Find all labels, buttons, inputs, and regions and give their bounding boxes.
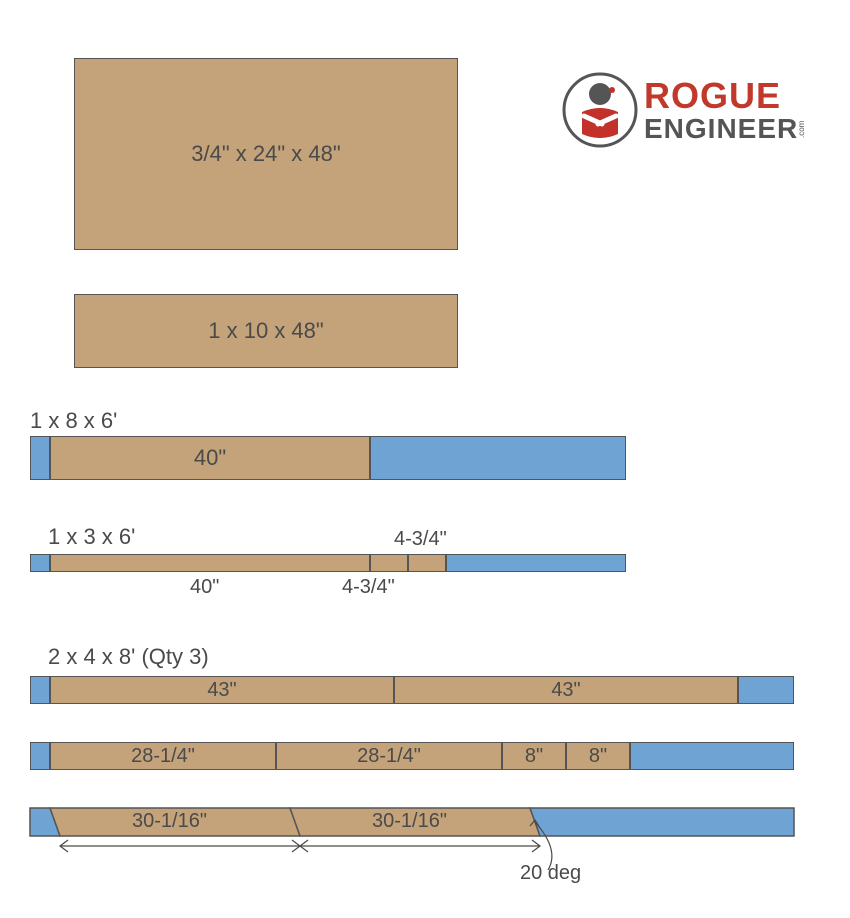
plywood-panel: 3/4" x 24" x 48" — [74, 58, 458, 250]
label-30-left: 30-1/16" — [132, 810, 207, 833]
title-1x3: 1 x 3 x 6' — [48, 524, 135, 550]
seg-1x8-1: 40" — [50, 436, 370, 480]
seg-2x4-r2-5 — [630, 742, 794, 770]
board-1x10-label: 1 x 10 x 48" — [208, 318, 323, 344]
logo-line1: ROGUE — [644, 75, 781, 116]
seg-2x4-r2-2: 28-1/4" — [276, 742, 502, 770]
seg-1x8-0 — [30, 436, 50, 480]
title-2x4: 2 x 4 x 8' (Qty 3) — [48, 644, 209, 670]
seg-2x4-r1-3 — [738, 676, 794, 704]
seg-2x4-r2-1: 28-1/4" — [50, 742, 276, 770]
label-475-top: 4-3/4" — [394, 528, 447, 551]
seg-1x3-4 — [446, 554, 626, 572]
label-475-bot: 4-3/4" — [342, 576, 395, 599]
label-30-right: 30-1/16" — [372, 810, 447, 833]
seg-1x3-2 — [370, 554, 408, 572]
seg-1x8-1-label: 40" — [194, 445, 226, 471]
seg-1x3-3 — [408, 554, 446, 572]
seg-2x4-r2-4: 8" — [566, 742, 630, 770]
title-1x8: 1 x 8 x 6' — [30, 408, 117, 434]
plywood-label: 3/4" x 24" x 48" — [191, 141, 340, 167]
seg-1x3-0 — [30, 554, 50, 572]
seg-2x4-r2-0 — [30, 742, 50, 770]
board-1x10: 1 x 10 x 48" — [74, 294, 458, 368]
seg-2x4-r2-1-label: 28-1/4" — [131, 745, 195, 768]
cut-diagram: ROGUE ENGINEER .com 3/4" x 24" x 48" 1 x… — [0, 0, 850, 918]
seg-2x4-r1-2: 43" — [394, 676, 738, 704]
seg-1x3-1 — [50, 554, 370, 572]
logo-line2: ENGINEER — [644, 113, 798, 144]
seg-2x4-r2-3-label: 8" — [525, 745, 543, 768]
seg-2x4-r2-3: 8" — [502, 742, 566, 770]
seg-2x4-r1-1-label: 43" — [207, 679, 236, 702]
seg-2x4-r1-2-label: 43" — [551, 679, 580, 702]
logo: ROGUE ENGINEER .com — [560, 60, 820, 160]
seg-2x4-r2-4-label: 8" — [589, 745, 607, 768]
seg-1x8-2 — [370, 436, 626, 480]
seg-2x4-r1-1: 43" — [50, 676, 394, 704]
label-20deg: 20 deg — [520, 862, 581, 885]
label-1x3-40: 40" — [190, 576, 219, 599]
seg-2x4-r2-2-label: 28-1/4" — [357, 745, 421, 768]
logo-suffix: .com — [797, 120, 806, 138]
seg-2x4-r1-0 — [30, 676, 50, 704]
